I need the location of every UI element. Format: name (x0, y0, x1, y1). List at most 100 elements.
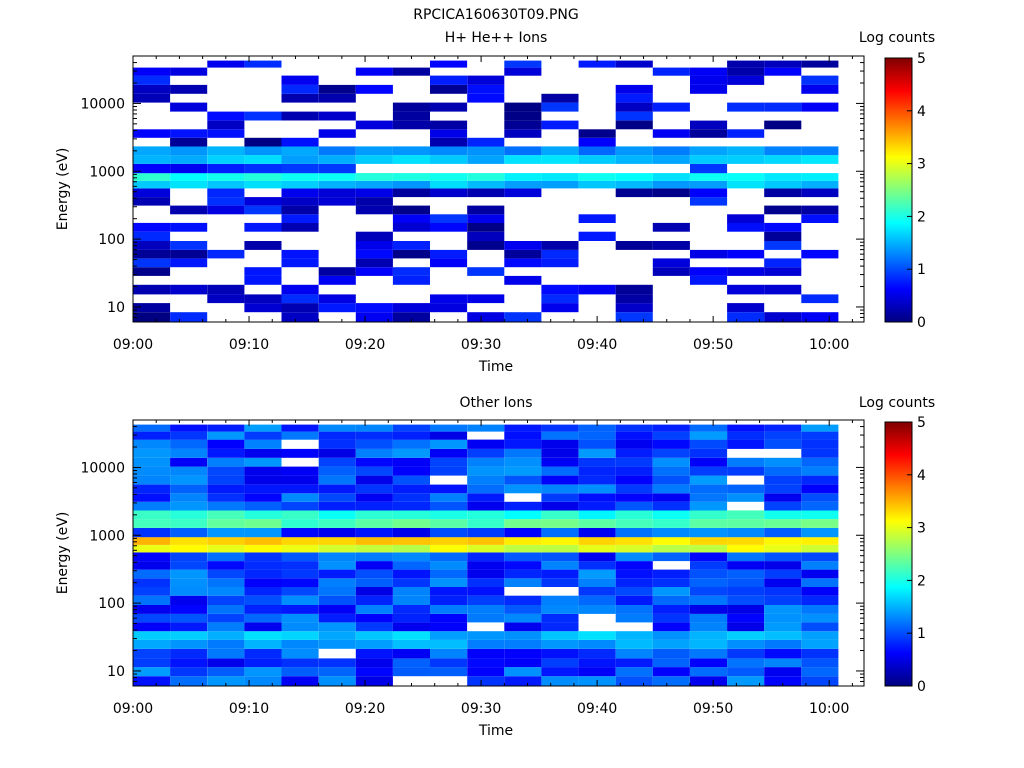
heatmap-cell (170, 648, 208, 659)
heatmap-cell (392, 431, 430, 440)
panel-title: Other Ions (459, 395, 532, 411)
heatmap-cell (318, 93, 356, 103)
heatmap-cell (133, 457, 171, 467)
heatmap-cell (430, 180, 468, 189)
heatmap-cell (318, 146, 356, 156)
heatmap-cell (690, 658, 728, 668)
y-axis-label: Energy (eV) (55, 148, 71, 231)
heatmap-cell (727, 639, 765, 649)
heatmap-cell (578, 667, 616, 677)
heatmap-cell (430, 448, 468, 458)
heatmap-cell (392, 267, 430, 276)
heatmap-cell (764, 537, 802, 545)
heatmap-cell (207, 552, 245, 562)
heatmap-cell (504, 613, 542, 623)
heatmap-cell (615, 537, 653, 545)
heatmap-cell (170, 155, 208, 164)
heatmap-cell (170, 173, 208, 181)
heatmap-cell (727, 439, 765, 449)
heatmap-cell (541, 294, 579, 304)
heatmap-cell (170, 84, 208, 94)
heatmap-cell (392, 605, 430, 614)
y-tick-label: 1000 (89, 528, 125, 544)
heatmap-cell (764, 424, 802, 432)
heatmap-cell (467, 466, 505, 476)
heatmap-cell (801, 431, 839, 440)
heatmap-cell (615, 146, 653, 156)
heatmap-cell (392, 613, 430, 623)
heatmap-cell (801, 552, 839, 562)
heatmap-cell (504, 60, 542, 68)
heatmap-cell (133, 312, 171, 322)
heatmap-cell (652, 622, 690, 632)
heatmap-cell (318, 111, 356, 121)
heatmap-cell (801, 605, 839, 614)
heatmap-cell (355, 241, 393, 250)
heatmap-cell (504, 457, 542, 467)
heatmap-cell (207, 578, 245, 587)
heatmap-cell (207, 448, 245, 458)
heatmap-cell (504, 622, 542, 632)
colorbar-tick-label: 2 (917, 209, 926, 225)
colorbar (884, 421, 913, 687)
heatmap-cell (727, 60, 765, 68)
heatmap-cell (207, 676, 245, 686)
heatmap-cell (764, 493, 802, 502)
heatmap-cell (281, 510, 319, 520)
heatmap-cell (578, 173, 616, 181)
heatmap-cell (764, 67, 802, 76)
heatmap-cell (615, 527, 653, 538)
heatmap-cell (170, 639, 208, 649)
heatmap-cell (392, 658, 430, 668)
heatmap-cell (690, 439, 728, 449)
heatmap-cell (207, 484, 245, 494)
heatmap-cell (392, 120, 430, 130)
heatmap-cell (207, 561, 245, 570)
heatmap-cell (615, 676, 653, 686)
heatmap-cell (690, 188, 728, 198)
heatmap-cell (133, 667, 171, 677)
heatmap-cell (133, 578, 171, 587)
heatmap-cell (355, 527, 393, 538)
heatmap-cell (170, 544, 208, 553)
heatmap-cell (318, 303, 356, 313)
heatmap-cell (355, 639, 393, 649)
heatmap-cell (541, 631, 579, 640)
heatmap-cell (504, 552, 542, 562)
heatmap-cell (170, 431, 208, 440)
heatmap-cell (467, 93, 505, 103)
heatmap-cell (244, 527, 282, 538)
colorbar-tick-label: 1 (917, 626, 926, 642)
heatmap-cell (541, 622, 579, 632)
heatmap-cell (690, 484, 728, 494)
heatmap-cell (578, 527, 616, 538)
heatmap-cell (690, 424, 728, 432)
heatmap-cell (652, 527, 690, 538)
heatmap-cell (355, 258, 393, 268)
heatmap-cell (541, 173, 579, 181)
heatmap-cell (244, 60, 282, 68)
heatmap-cell (133, 519, 171, 528)
heatmap-cell (430, 667, 468, 677)
y-tick-label: 10 (107, 664, 125, 680)
heatmap-cell (318, 527, 356, 538)
heatmap-cell (652, 639, 690, 649)
heatmap-cell (133, 552, 171, 562)
heatmap-cell (207, 595, 245, 605)
heatmap-cell (504, 146, 542, 156)
heatmap-cell (652, 501, 690, 511)
colorbar-tick-label: 2 (917, 573, 926, 589)
heatmap-cell (801, 457, 839, 467)
heatmap-cell (467, 188, 505, 198)
colorbar-tick-label: 3 (917, 157, 926, 173)
heatmap-cell (281, 249, 319, 259)
heatmap-cell (281, 466, 319, 476)
heatmap-cell (392, 510, 430, 520)
heatmap-cell (615, 111, 653, 121)
heatmap-cell (578, 605, 616, 614)
heatmap-cell (690, 510, 728, 520)
heatmap-cell (690, 155, 728, 164)
heatmap-cell (281, 595, 319, 605)
panel-other-ions: Other Ions Log counts 09:00 09:10 09:20 09:… (55, 395, 935, 739)
heatmap-cell (801, 631, 839, 640)
